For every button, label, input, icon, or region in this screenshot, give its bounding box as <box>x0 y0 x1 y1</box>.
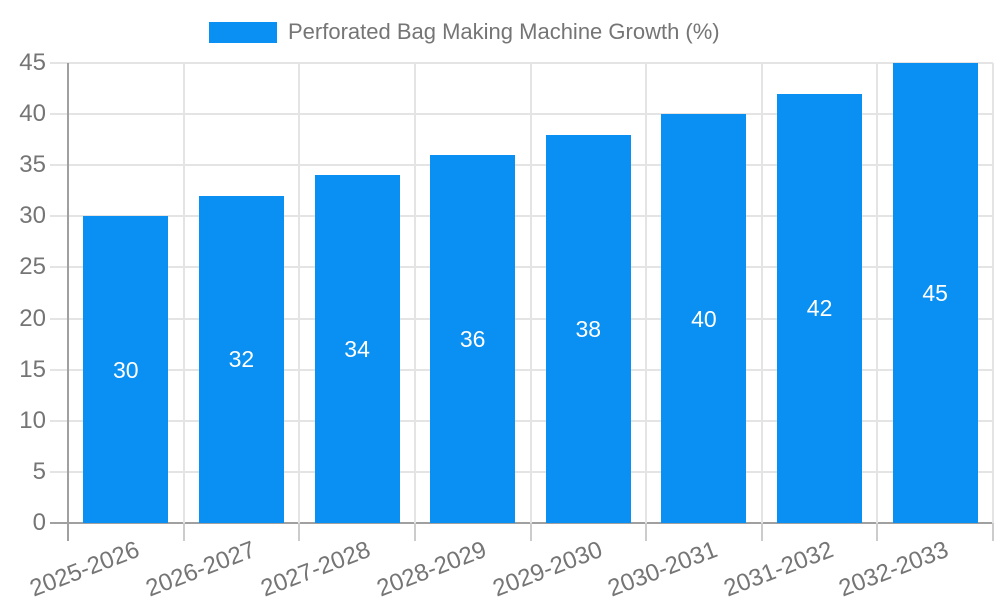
bar[interactable] <box>83 216 169 523</box>
x-axis-baseline <box>50 522 993 524</box>
bar-value-label: 40 <box>691 305 717 332</box>
y-axis-tick-label: 5 <box>32 457 46 485</box>
x-axis-category-label: 2026-2027 <box>141 536 259 602</box>
gridline-horizontal <box>50 317 993 320</box>
bar-value-label: 36 <box>459 326 486 352</box>
gridline-vertical <box>298 63 301 523</box>
gridline-horizontal <box>50 266 993 269</box>
x-axis-category-label: 2031-2032 <box>720 536 837 602</box>
x-axis-tick <box>298 523 301 541</box>
x-axis-tick <box>760 523 763 541</box>
y-axis-tick-label: 20 <box>19 304 46 332</box>
x-axis-tick <box>413 523 416 541</box>
gridline-vertical <box>182 63 185 523</box>
gridline-horizontal <box>50 164 993 167</box>
bar[interactable] <box>430 155 516 523</box>
bar-value-label: 45 <box>922 280 948 306</box>
y-axis-tick-label: 35 <box>19 151 46 179</box>
bar-value-label: 30 <box>113 356 139 383</box>
x-axis-tick <box>992 523 994 541</box>
bar-value-label: 38 <box>575 315 602 342</box>
gridline-horizontal <box>50 215 993 218</box>
bar-value-label: 42 <box>806 295 833 322</box>
x-axis-tick <box>876 523 879 541</box>
gridline-horizontal <box>50 470 993 473</box>
gridline-horizontal <box>50 419 993 422</box>
y-axis-line <box>67 63 69 541</box>
x-axis-category-label: 2029-2030 <box>488 536 606 602</box>
bar[interactable] <box>198 195 284 523</box>
bar-value-label: 32 <box>228 346 255 373</box>
gridline-horizontal <box>50 113 993 116</box>
x-axis-tick <box>182 523 185 541</box>
bar[interactable] <box>777 93 863 523</box>
gridline-vertical <box>760 63 763 523</box>
legend-label: Perforated Bag Making Machine Growth (%) <box>288 19 720 44</box>
y-axis-tick-label: 15 <box>19 355 46 383</box>
gridline-vertical <box>645 63 648 523</box>
y-axis-tick-label: 0 <box>32 509 46 536</box>
gridline-horizontal <box>50 368 993 371</box>
x-axis-category-label: 2025-2026 <box>26 536 144 602</box>
gridline-vertical <box>992 63 994 523</box>
gridline-vertical <box>413 63 416 523</box>
x-axis-category-label: 2030-2031 <box>604 536 722 602</box>
bar[interactable] <box>545 134 631 523</box>
x-axis-tick <box>645 523 648 541</box>
bar[interactable] <box>661 114 747 523</box>
gridline-vertical <box>529 63 532 523</box>
y-axis-tick-label: 40 <box>19 100 46 128</box>
y-axis-tick-label: 25 <box>19 253 46 281</box>
y-axis-tick-label: 30 <box>19 202 46 230</box>
x-axis-category-label: 2028-2029 <box>373 536 491 602</box>
bar-value-label: 34 <box>344 336 370 363</box>
legend-swatch <box>209 22 277 43</box>
x-axis-category-label: 2032-2033 <box>835 536 953 602</box>
gridline-horizontal <box>50 62 993 64</box>
x-axis-category-label: 2027-2028 <box>257 536 375 602</box>
gridline-vertical <box>876 63 879 523</box>
x-axis-tick <box>529 523 532 541</box>
bar[interactable] <box>314 175 400 523</box>
y-axis-tick-label: 45 <box>19 49 46 76</box>
bar[interactable] <box>892 63 978 523</box>
y-axis-tick-label: 10 <box>19 406 46 434</box>
